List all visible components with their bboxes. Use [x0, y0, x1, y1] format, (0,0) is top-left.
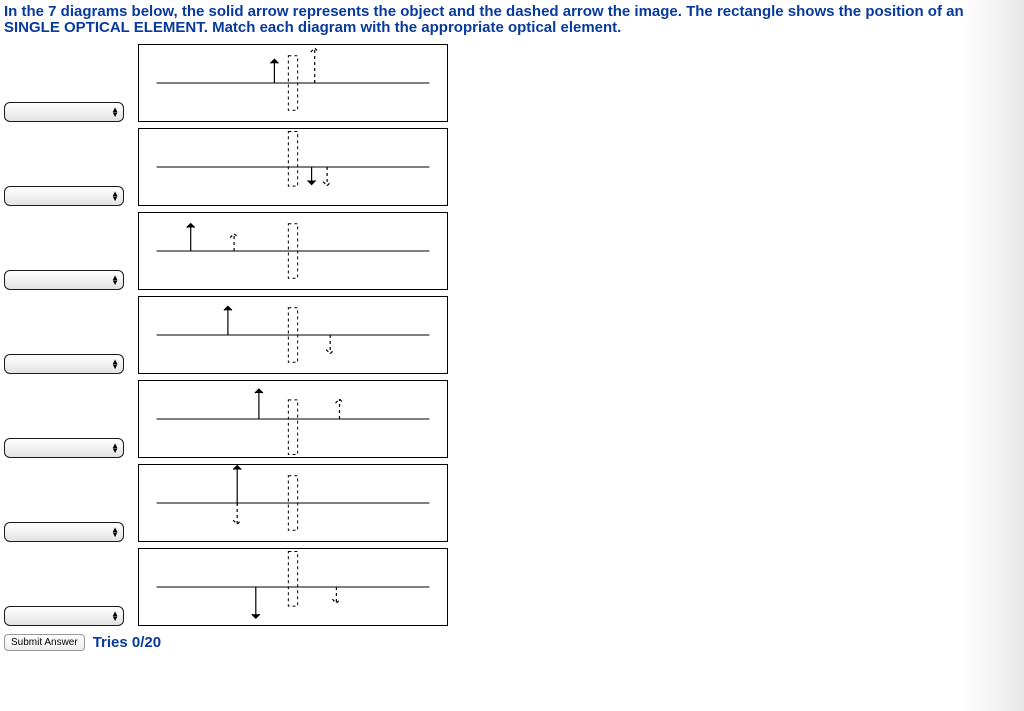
answer-dropdown[interactable]: ▲▼ — [4, 186, 124, 206]
optics-diagram — [138, 296, 448, 374]
optics-diagram — [138, 380, 448, 458]
tries-counter: Tries 0/20 — [93, 634, 161, 651]
chevron-updown-icon: ▲▼ — [111, 107, 119, 117]
footer: Submit Answer Tries 0/20 — [4, 634, 1020, 651]
diagram-row: ▲▼ — [4, 128, 1020, 206]
chevron-updown-icon: ▲▼ — [111, 275, 119, 285]
diagram-rows-container: ▲▼ ▲▼ ▲▼ — [4, 44, 1020, 626]
optics-diagram — [138, 212, 448, 290]
answer-dropdown[interactable]: ▲▼ — [4, 102, 124, 122]
diagram-row: ▲▼ — [4, 212, 1020, 290]
question-text: In the 7 diagrams below, the solid arrow… — [4, 4, 1020, 36]
chevron-updown-icon: ▲▼ — [111, 359, 119, 369]
answer-dropdown[interactable]: ▲▼ — [4, 354, 124, 374]
optics-diagram — [138, 464, 448, 542]
chevron-updown-icon: ▲▼ — [111, 527, 119, 537]
answer-dropdown[interactable]: ▲▼ — [4, 438, 124, 458]
chevron-updown-icon: ▲▼ — [111, 611, 119, 621]
answer-dropdown[interactable]: ▲▼ — [4, 606, 124, 626]
optics-diagram — [138, 128, 448, 206]
diagram-row: ▲▼ — [4, 296, 1020, 374]
optics-diagram — [138, 44, 448, 122]
diagram-row: ▲▼ — [4, 464, 1020, 542]
answer-dropdown[interactable]: ▲▼ — [4, 522, 124, 542]
diagram-row: ▲▼ — [4, 44, 1020, 122]
answer-dropdown[interactable]: ▲▼ — [4, 270, 124, 290]
chevron-updown-icon: ▲▼ — [111, 443, 119, 453]
diagram-row: ▲▼ — [4, 380, 1020, 458]
diagram-row: ▲▼ — [4, 548, 1020, 626]
optics-diagram — [138, 548, 448, 626]
submit-answer-button[interactable]: Submit Answer — [4, 634, 85, 651]
chevron-updown-icon: ▲▼ — [111, 191, 119, 201]
